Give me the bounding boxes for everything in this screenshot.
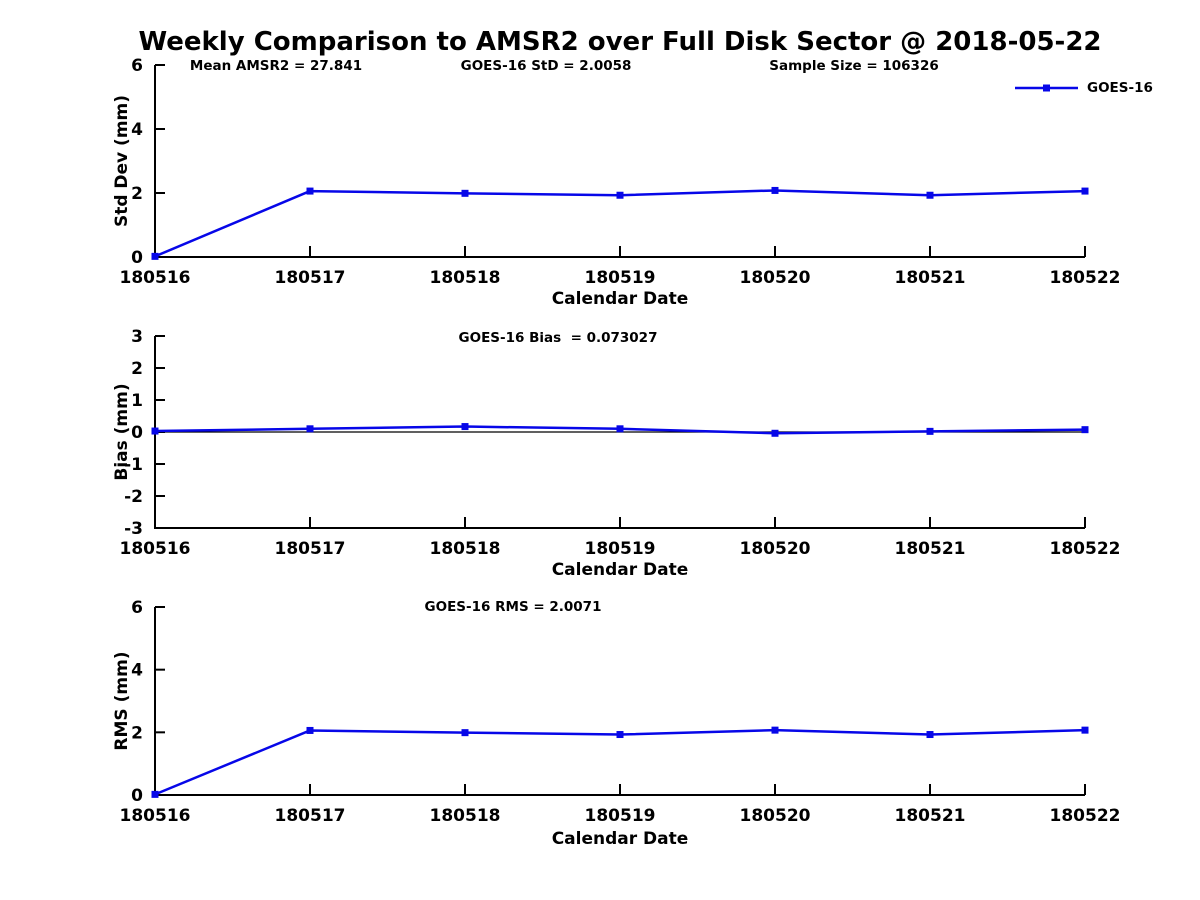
x-tick-label: 180520	[740, 806, 811, 826]
ylabel-bias: Bias (mm)	[112, 383, 132, 481]
y-tick-label: 6	[131, 56, 143, 76]
data-point-marker	[151, 790, 159, 798]
x-tick-label: 180517	[275, 806, 346, 826]
data-point-marker	[616, 731, 624, 739]
x-tick-label: 180522	[1050, 806, 1121, 826]
x-tick-label: 180516	[120, 268, 191, 288]
x-tick-label: 180517	[275, 539, 346, 559]
y-tick-label: 3	[131, 327, 143, 347]
y-tick-label: 4	[131, 661, 143, 681]
legend: GOES-16	[1015, 80, 1153, 96]
axis-border	[154, 607, 1085, 796]
x-tick-label: 180520	[740, 268, 811, 288]
data-point-marker	[306, 187, 314, 195]
data-point-marker	[151, 427, 159, 435]
x-tick-label: 180519	[585, 268, 656, 288]
data-point-marker	[461, 189, 469, 197]
x-tick-label: 180519	[585, 806, 656, 826]
x-tick-label: 180522	[1050, 539, 1121, 559]
data-point-marker	[461, 729, 469, 737]
x-tick-label: 180518	[430, 268, 501, 288]
y-tick-label: 0	[131, 423, 143, 443]
data-point-marker	[926, 191, 934, 199]
x-tick-label: 180521	[895, 806, 966, 826]
x-tick-label: 180518	[430, 539, 501, 559]
x-tick-label: 180516	[120, 539, 191, 559]
xlabel-rms: Calendar Date	[551, 829, 689, 849]
data-point-marker	[616, 425, 624, 433]
y-tick-label: -1	[124, 455, 143, 475]
legend-label: GOES-16	[1087, 80, 1153, 96]
data-point-marker	[926, 427, 934, 435]
y-tick-label: 4	[131, 120, 143, 140]
data-point-marker	[306, 425, 314, 433]
data-point-marker	[1081, 187, 1089, 195]
xlabel-stddev: Calendar Date	[551, 289, 689, 309]
data-point-marker	[771, 186, 779, 194]
y-tick-label: 2	[131, 359, 143, 379]
annotation: GOES-16 Bias = 0.073027	[458, 330, 658, 346]
ylabel-rms: RMS (mm)	[112, 651, 132, 751]
x-tick-label: 180516	[120, 806, 191, 826]
x-tick-label: 180518	[430, 806, 501, 826]
y-tick-label: 2	[131, 723, 143, 743]
data-point-marker	[771, 429, 779, 437]
data-point-marker	[771, 726, 779, 734]
data-point-marker	[151, 252, 159, 260]
x-tick-label: 180521	[895, 539, 966, 559]
y-tick-label: 0	[131, 786, 143, 806]
x-tick-label: 180522	[1050, 268, 1121, 288]
data-point-marker	[306, 726, 314, 734]
x-tick-label: 180521	[895, 268, 966, 288]
annotation: GOES-16 RMS = 2.0071	[424, 599, 602, 615]
data-point-marker	[1081, 426, 1089, 434]
x-tick-label: 180520	[740, 539, 811, 559]
y-tick-label: 1	[131, 391, 143, 411]
y-tick-label: 6	[131, 598, 143, 618]
y-tick-label: -2	[124, 487, 143, 507]
x-tick-label: 180519	[585, 539, 656, 559]
y-tick-label: 2	[131, 184, 143, 204]
annotation: Mean AMSR2 = 27.841	[189, 58, 363, 74]
figure-title: Weekly Comparison to AMSR2 over Full Dis…	[138, 27, 1102, 57]
legend-line-marker-icon	[1015, 84, 1078, 92]
x-tick-label: 180517	[275, 268, 346, 288]
xlabel-bias: Calendar Date	[551, 560, 689, 580]
data-point-marker	[616, 191, 624, 199]
y-tick-label: 0	[131, 248, 143, 268]
annotation: Sample Size = 106326	[769, 58, 939, 74]
y-tick-label: -3	[124, 519, 143, 539]
ylabel-stddev: Std Dev (mm)	[112, 94, 132, 228]
data-point-marker	[1081, 726, 1089, 734]
annotation: GOES-16 StD = 2.0058	[460, 58, 632, 74]
axis-border	[154, 65, 1085, 258]
data-point-marker	[926, 731, 934, 739]
data-point-marker	[461, 423, 469, 431]
